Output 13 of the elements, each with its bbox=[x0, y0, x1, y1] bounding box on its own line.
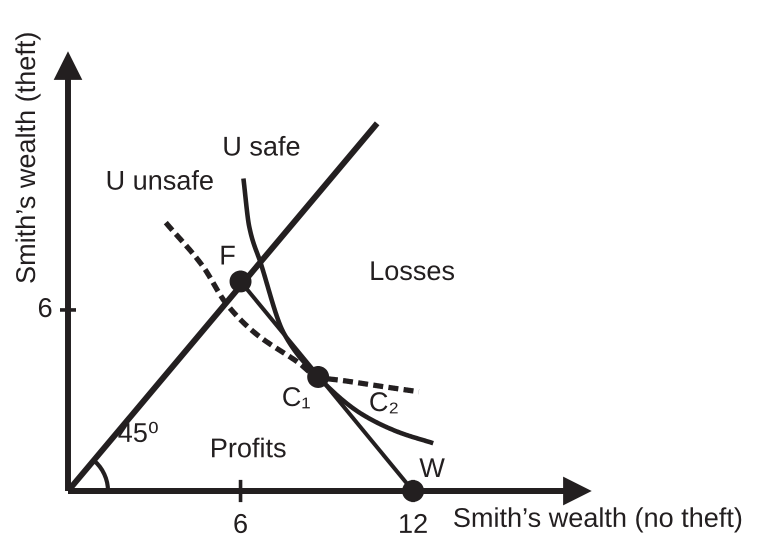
annotation: Profits bbox=[212, 438, 286, 458]
annotation: F bbox=[221, 246, 235, 264]
annotation: U safe bbox=[224, 136, 300, 156]
annotation: 45⁰ bbox=[118, 422, 158, 442]
text: 6 bbox=[38, 298, 52, 318]
annotation: C₁ bbox=[283, 387, 310, 408]
annotation: Losses bbox=[371, 261, 454, 280]
x-tick-label: 12 bbox=[400, 514, 427, 533]
annotation: U unsafe bbox=[108, 170, 213, 190]
annotation: C₂ bbox=[370, 392, 398, 414]
x-axis-title: Smith’s wealth (no theft) bbox=[454, 507, 742, 533]
annotation: W bbox=[419, 458, 445, 478]
y-axis-title: Smith’s wealth (theft) bbox=[15, 33, 41, 283]
